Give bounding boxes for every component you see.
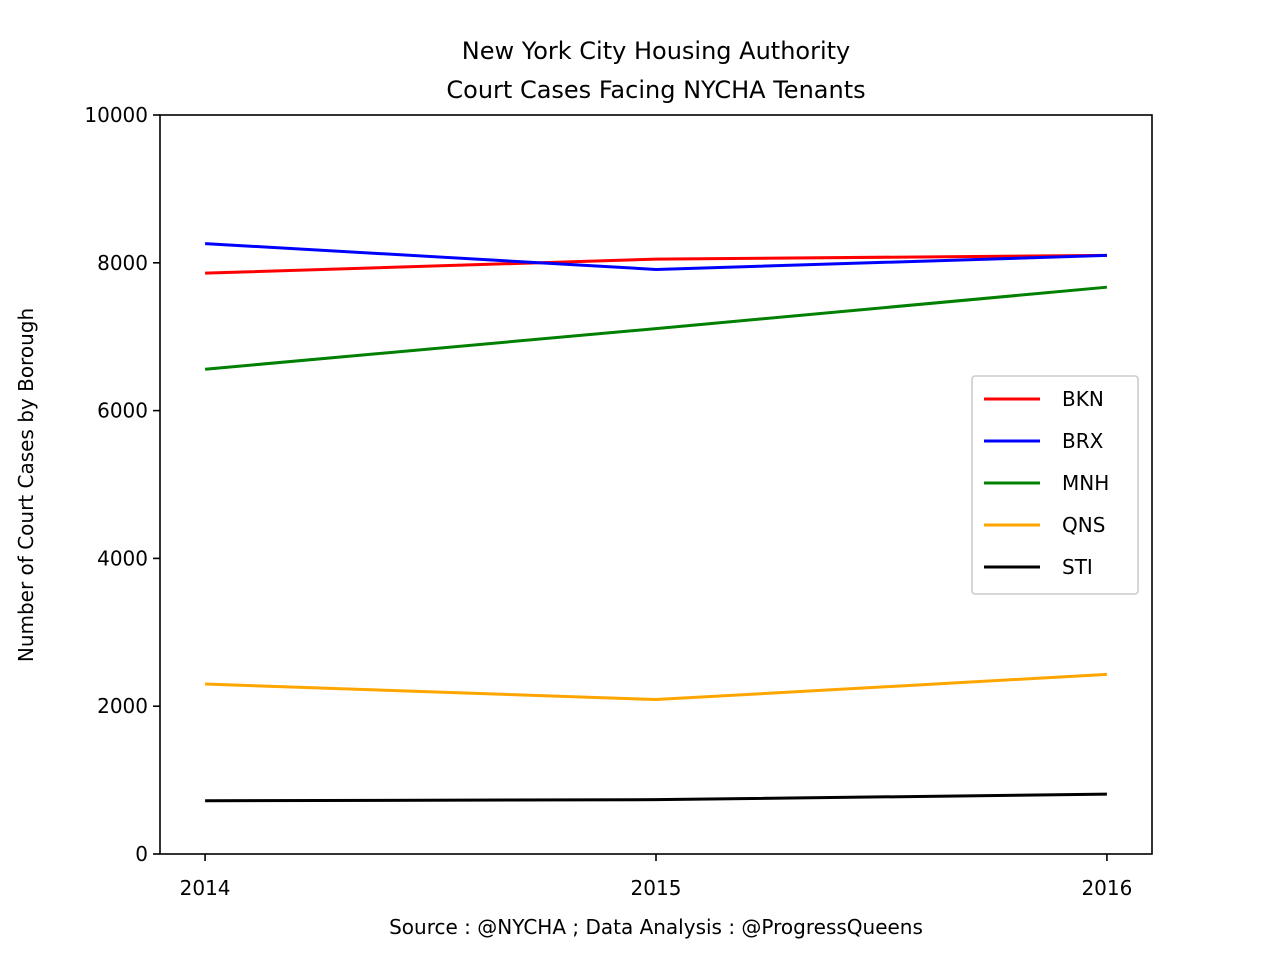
y-tick-label: 10000 (84, 103, 148, 127)
series-line-qns (205, 672, 1107, 702)
y-tick-label: 2000 (97, 694, 148, 718)
x-tick-label: 2015 (631, 876, 682, 900)
y-tick-label: 8000 (97, 251, 148, 275)
legend-label-qns: QNS (1062, 513, 1105, 537)
legend-label-bkn: BKN (1062, 387, 1104, 411)
legend-box (971, 375, 1139, 595)
series-line-sti (205, 792, 1107, 803)
series-line-brx (205, 242, 1107, 271)
axes: 0 2000 4000 6000 8000 10000 2014 2015 2016 (84, 103, 1153, 900)
legend-label-sti: STI (1062, 555, 1093, 579)
x-tick-label: 2014 (180, 876, 231, 900)
chart-title-line1: New York City Housing Authority (462, 37, 850, 65)
y-tick-label: 4000 (97, 546, 148, 570)
x-tick-label: 2016 (1081, 876, 1132, 900)
x-axis-label: Source : @NYCHA ; Data Analysis : @Progr… (389, 915, 923, 939)
series-line-bkn (205, 253, 1107, 275)
legend-label-brx: BRX (1062, 429, 1104, 453)
chart-title-line2: Court Cases Facing NYCHA Tenants (446, 76, 865, 104)
legend-label-mnh: MNH (1062, 471, 1109, 495)
series-line-mnh (204, 285, 1108, 371)
y-tick-label: 6000 (97, 399, 148, 423)
legend: BKN BRX MNH QNS STI (971, 375, 1139, 595)
plot-area (204, 242, 1108, 803)
y-axis-label: Number of Court Cases by Borough (14, 308, 38, 662)
y-tick-label: 0 (135, 842, 148, 866)
